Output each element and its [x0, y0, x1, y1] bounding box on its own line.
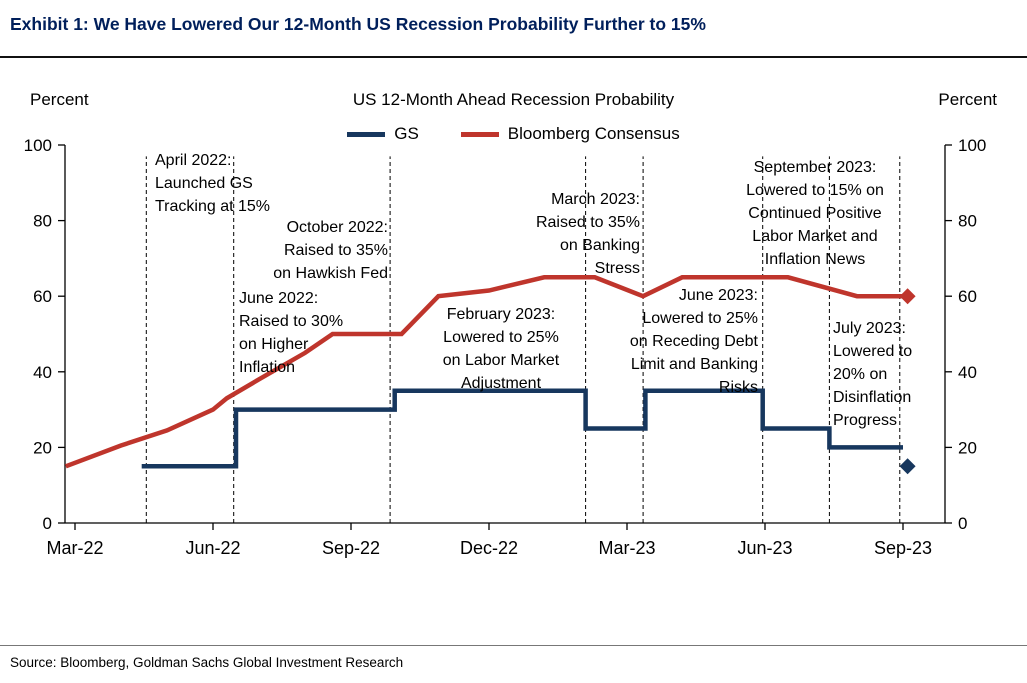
bottom-divider [0, 645, 1027, 646]
x-tick-label: Jun-22 [185, 538, 240, 558]
y-tick-label-right: 60 [958, 287, 977, 306]
bloomberg-legend-label: Bloomberg Consensus [507, 124, 680, 143]
bloomberg-end-marker [899, 288, 916, 305]
y-tick-label-left: 0 [43, 514, 52, 533]
annotation-june-2023: June 2023: Lowered to 25% on Receding De… [629, 287, 758, 396]
y-tick-label-left: 100 [24, 136, 52, 155]
recession-probability-chart: 0 0 20 20 40 40 60 60 80 80 100 100 Mar-22 Jun-22 Sep-… [24, 136, 987, 558]
legend-item-gs: GS [347, 124, 419, 144]
bloomberg-line-swatch [460, 131, 499, 137]
annotation-april-2022: April 2022: Launched GS Tracking at 15% [155, 152, 271, 215]
bloomberg-consensus-line [65, 275, 903, 469]
annotation-september-2023: September 2023: Lowered to 15% on Contin… [746, 159, 884, 268]
y-tick-label-right: 0 [958, 514, 967, 533]
y-tick-label-right: 20 [958, 438, 977, 457]
y-tick-label-left: 80 [33, 212, 52, 231]
exhibit-title: Exhibit 1: We Have Lowered Our 12-Month … [10, 14, 706, 34]
y-tick-label-left: 40 [33, 363, 52, 382]
x-tick-label: Dec-22 [460, 538, 518, 558]
chart-title: US 12-Month Ahead Recession Probability [352, 90, 675, 109]
x-tick-label: Mar-22 [46, 538, 103, 558]
y-tick-label-right: 40 [958, 363, 977, 382]
x-tick-label: Sep-23 [874, 538, 932, 558]
chart-legend: GS Bloomberg Consensus [0, 124, 1027, 144]
y-tick-label-right: 80 [958, 212, 977, 231]
gs-legend-label: GS [394, 124, 419, 143]
x-tick-label: Jun-23 [737, 538, 792, 558]
annotation-july-2023: July 2023: Lowered to 20% on Disinflatio… [833, 320, 913, 429]
top-divider [0, 56, 1027, 58]
y-axis-label-left: Percent [30, 90, 89, 109]
y-tick-label-left: 20 [33, 438, 52, 457]
gs-line-swatch [347, 131, 386, 137]
source-note: Source: Bloomberg, Goldman Sachs Global … [10, 655, 404, 670]
gs-line [141, 388, 903, 469]
y-axis-label-right: Percent [938, 90, 997, 109]
x-tick-label: Sep-22 [322, 538, 380, 558]
annotation-february-2023: February 2023: Lowered to 25% on Labor M… [442, 306, 560, 392]
legend-item-bloomberg: Bloomberg Consensus [460, 124, 680, 144]
annotation-june-2022: June 2022: Raised to 30% on Higher Infla… [239, 290, 344, 376]
y-tick-label-right: 100 [958, 136, 986, 155]
y-tick-label-left: 60 [33, 287, 52, 306]
annotation-october-2022: October 2022: Raised to 35% on Hawkish F… [273, 219, 388, 282]
x-tick-label: Mar-23 [598, 538, 655, 558]
gs-end-marker [899, 458, 916, 475]
annotation-march-2023: March 2023: Raised to 35% on Banking Str… [535, 191, 640, 277]
